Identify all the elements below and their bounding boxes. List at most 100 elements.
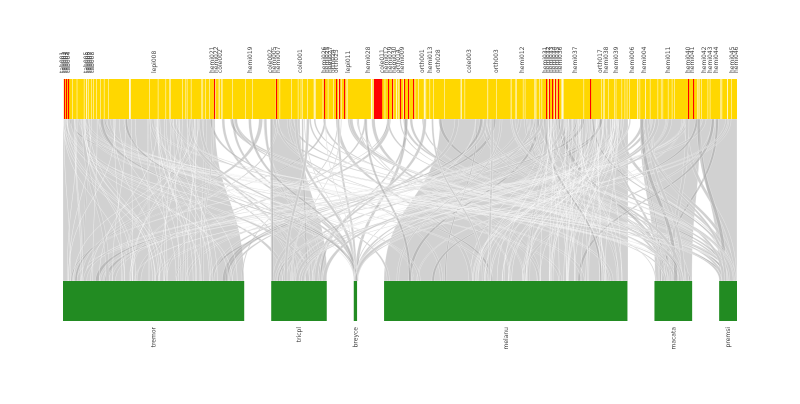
top-highlight-segment bbox=[688, 79, 689, 119]
top-segment-divider bbox=[625, 79, 626, 119]
top-highlight-segment bbox=[404, 79, 405, 119]
top-segment-divider bbox=[425, 79, 426, 119]
top-segment-divider bbox=[534, 79, 535, 119]
top-segment-divider bbox=[84, 79, 85, 119]
top-segment-divider bbox=[516, 79, 517, 119]
top-segment-divider bbox=[731, 79, 732, 119]
top-segment-divider bbox=[549, 79, 550, 119]
top-segment-divider bbox=[722, 79, 723, 119]
top-segment-divider bbox=[616, 79, 617, 119]
bottom-node-tremor bbox=[63, 281, 244, 321]
top-highlight-segment bbox=[68, 79, 69, 119]
top-segment-divider bbox=[96, 79, 97, 119]
top-segment-divider bbox=[182, 79, 183, 119]
top-segment-divider bbox=[77, 79, 78, 119]
top-segment-divider bbox=[385, 79, 386, 119]
top-segment-divider bbox=[511, 79, 512, 119]
top-highlight-segment bbox=[376, 79, 378, 119]
top-segment-divider bbox=[205, 79, 206, 119]
top-segment-divider bbox=[191, 79, 192, 119]
top-segment-divider bbox=[663, 79, 664, 119]
top-segment-divider bbox=[333, 79, 334, 119]
top-node-label: orth028 bbox=[435, 49, 442, 73]
top-segment-divider bbox=[166, 79, 167, 119]
top-segment-divider bbox=[601, 79, 602, 119]
top-segment-divider bbox=[129, 79, 130, 119]
top-segment-divider bbox=[372, 79, 373, 119]
top-segment-divider bbox=[187, 79, 188, 119]
bottom-node-tricpl bbox=[271, 281, 327, 321]
bottom-node-macata bbox=[654, 281, 692, 321]
top-segment-divider bbox=[650, 79, 651, 119]
top-segment-divider bbox=[158, 79, 159, 119]
top-segment-divider bbox=[373, 79, 374, 119]
top-segment-divider bbox=[108, 79, 109, 119]
top-segment-divider bbox=[604, 79, 605, 119]
top-highlight-segment bbox=[324, 79, 325, 119]
top-segment-divider bbox=[418, 79, 419, 119]
top-segment-divider bbox=[302, 79, 303, 119]
top-node-label: hemi046 bbox=[733, 46, 740, 73]
top-node-label: cole002 bbox=[217, 49, 224, 73]
top-segment-divider bbox=[215, 79, 216, 119]
top-highlight-segment bbox=[276, 79, 277, 119]
top-segment-divider bbox=[525, 79, 526, 119]
top-highlight-segment bbox=[693, 79, 694, 119]
top-highlight-segment bbox=[344, 79, 345, 119]
top-highlight-segment bbox=[590, 79, 591, 119]
top-segment-divider bbox=[668, 79, 669, 119]
top-node-label: hemi009 bbox=[399, 46, 406, 73]
top-segment-divider bbox=[328, 79, 329, 119]
top-node-label: hemi039 bbox=[613, 46, 620, 73]
top-segment-divider bbox=[488, 79, 489, 119]
top-segment-divider bbox=[554, 79, 555, 119]
top-segment-divider bbox=[323, 79, 324, 119]
top-segment-divider bbox=[424, 79, 425, 119]
top-highlight-segment bbox=[555, 79, 556, 119]
bottom-node-label: premsi bbox=[725, 327, 732, 348]
top-segment-divider bbox=[88, 79, 89, 119]
top-highlight-segment bbox=[66, 79, 67, 119]
top-node-label: cole001 bbox=[297, 49, 304, 73]
top-node-label: hemi007 bbox=[275, 46, 282, 73]
top-node-label: tab004 bbox=[65, 52, 72, 73]
top-segment-divider bbox=[301, 79, 302, 119]
top-segment-divider bbox=[710, 79, 711, 119]
top-node-label: hemi036 bbox=[557, 46, 564, 73]
top-segment-divider bbox=[314, 79, 315, 119]
top-bar bbox=[63, 79, 737, 119]
top-segment-divider bbox=[661, 79, 662, 119]
top-segment-divider bbox=[63, 79, 64, 119]
top-segment-divider bbox=[86, 79, 87, 119]
top-segment-divider bbox=[465, 79, 466, 119]
bottom-node-label: macata bbox=[670, 327, 677, 350]
top-segment-divider bbox=[629, 79, 630, 119]
top-segment-divider bbox=[697, 79, 698, 119]
top-node-label: hemi011 bbox=[665, 46, 672, 73]
top-node-label: hemi006 bbox=[629, 46, 636, 73]
top-segment-divider bbox=[221, 79, 222, 119]
top-segment-divider bbox=[104, 79, 105, 119]
top-highlight-segment bbox=[380, 79, 382, 119]
top-segment-divider bbox=[603, 79, 604, 119]
top-segment-divider bbox=[348, 79, 349, 119]
top-segment-divider bbox=[346, 79, 347, 119]
top-segment-divider bbox=[397, 79, 398, 119]
top-segment-divider bbox=[562, 79, 563, 119]
bottom-node-breyce bbox=[354, 281, 357, 321]
top-highlight-segment bbox=[214, 79, 215, 119]
top-segment-divider bbox=[727, 79, 728, 119]
top-segment-divider bbox=[209, 79, 210, 119]
top-segment-divider bbox=[169, 79, 170, 119]
top-segment-divider bbox=[415, 79, 416, 119]
top-segment-divider bbox=[542, 79, 543, 119]
top-segment-divider bbox=[444, 79, 445, 119]
top-segment-divider bbox=[535, 79, 536, 119]
top-segment-divider bbox=[708, 79, 709, 119]
top-highlight-segment bbox=[552, 79, 553, 119]
top-segment-divider bbox=[461, 79, 462, 119]
top-segment-divider bbox=[130, 79, 131, 119]
